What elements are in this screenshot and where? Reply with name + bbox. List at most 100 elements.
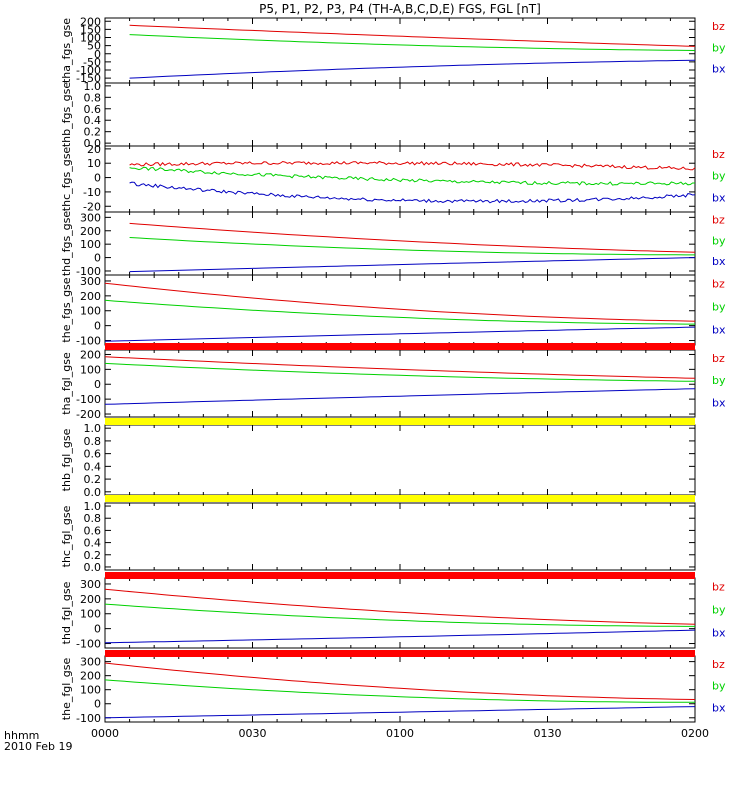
y-axis-label: the_fgs_gse (60, 277, 73, 342)
legend-bz: bz (712, 580, 725, 593)
y-tick-label: 300 (80, 275, 101, 288)
y-tick-label: 0.0 (84, 561, 102, 574)
series-line-bx (104, 706, 696, 719)
legend-bx: bx (712, 701, 726, 714)
y-tick-label: -150 (76, 72, 101, 85)
y-tick-label: 0.0 (84, 137, 102, 150)
x-tick-label: 0030 (239, 727, 267, 740)
y-axis-label: tha_fgl_gse (60, 352, 73, 415)
y-tick-label: -200 (76, 408, 101, 421)
series-line-bz (104, 356, 696, 379)
legend-by: by (712, 374, 726, 387)
y-tick-label: 0.6 (84, 103, 102, 116)
y-tick-label: 10 (87, 157, 101, 170)
x-tick-label: 0000 (91, 727, 119, 740)
y-tick-label: 100 (80, 238, 101, 251)
y-axis-label: the_fgl_gse (60, 658, 73, 721)
y-axis-label: thc_fgl_gse (60, 505, 73, 567)
y-tick-label: -100 (76, 393, 101, 406)
panel-thb_fgl_gse: 1.00.80.60.40.20.0 thb_fgl_gse (60, 422, 696, 499)
y-tick-label: 100 (80, 32, 101, 45)
y-tick-label: 1.0 (84, 422, 102, 435)
series-line-by (104, 362, 696, 382)
y-tick-label: 200 (80, 225, 101, 238)
series-line-bx (129, 59, 696, 79)
y-tick-label: -100 (76, 712, 101, 725)
y-tick-label: -100 (76, 638, 101, 651)
series-line-bz (104, 282, 696, 322)
series-line-by (129, 237, 695, 256)
legend-bz: bz (712, 214, 725, 227)
legend-bx: bx (712, 396, 726, 409)
legend-bz: bz (712, 148, 725, 161)
legend-bz: bz (712, 658, 725, 671)
y-tick-label: 1.0 (84, 500, 102, 513)
plot-title: P5, P1, P2, P3, P4 (TH-A,B,C,D,E) FGS, F… (259, 2, 541, 16)
panel-thb_fgs_gse: 1.00.80.60.40.20.0 thb_fgs_gse (60, 80, 696, 150)
panel-frame (104, 274, 696, 346)
panel-thc_fgl_gse: 1.00.80.60.40.20.0 thc_fgl_gse (60, 500, 696, 574)
y-tick-label: 0.4 (84, 537, 102, 550)
series-line-by (129, 34, 696, 51)
y-axis-label: thb_fgs_gse (60, 82, 73, 148)
panel-frame (104, 577, 696, 649)
y-tick-label: 1.0 (84, 80, 102, 93)
y-tick-label: 0.0 (84, 486, 102, 499)
y-tick-label: 0.8 (84, 435, 102, 448)
legend-bz: bz (712, 20, 725, 33)
y-tick-label: 0 (94, 320, 101, 333)
x-tick-label: 0200 (681, 727, 709, 740)
y-tick-label: 100 (80, 305, 101, 318)
panel-frame (104, 145, 696, 213)
status-bar-yellow (105, 495, 695, 502)
y-tick-label: 0.6 (84, 524, 102, 537)
y-tick-label: 0.4 (84, 460, 102, 473)
y-tick-label: 300 (80, 211, 101, 224)
y-axis-label: thc_fgs_gse (60, 147, 73, 212)
y-tick-label: 0.4 (84, 114, 102, 127)
panel-frame (104, 82, 696, 147)
y-tick-label: 200 (80, 593, 101, 606)
legend-by: by (712, 680, 726, 693)
status-bar-red (105, 650, 695, 657)
series-line-by (104, 299, 695, 325)
y-tick-label: 300 (80, 578, 101, 591)
y-tick-label: 100 (80, 684, 101, 697)
series-line-bz (104, 662, 696, 700)
y-tick-label: 0 (94, 48, 101, 61)
y-tick-label: 20 (87, 143, 101, 156)
legend-by: by (712, 234, 726, 247)
legend-bx: bx (712, 191, 726, 204)
y-tick-label: 150 (80, 23, 101, 36)
y-tick-label: 0.8 (84, 91, 102, 104)
status-bar-red (105, 572, 695, 579)
y-tick-label: 0.2 (84, 549, 102, 562)
y-tick-label: 200 (80, 290, 101, 303)
y-axis-label: thb_fgl_gse (60, 428, 73, 491)
y-tick-label: 0 (94, 378, 101, 391)
y-tick-label: 0.8 (84, 512, 102, 525)
y-tick-label: 0.2 (84, 473, 102, 486)
y-tick-label: 0.2 (84, 126, 102, 139)
y-tick-label: 0 (94, 252, 101, 265)
series-line-bx (129, 257, 696, 273)
x-tick-label: 0100 (386, 727, 414, 740)
legend-bx: bx (712, 627, 726, 640)
y-tick-label: 200 (80, 670, 101, 683)
y-tick-label: 0 (94, 698, 101, 711)
y-axis-label: thd_fgs_gse (60, 211, 73, 277)
series-line-bx (129, 181, 696, 204)
y-tick-label: -100 (76, 335, 101, 348)
panel-frame (104, 502, 696, 571)
y-tick-label: 50 (87, 40, 101, 53)
y-tick-label: -50 (83, 56, 101, 69)
series-line-by (129, 166, 695, 186)
series-line-bx (104, 629, 696, 644)
x-tick-label: 0130 (534, 727, 562, 740)
